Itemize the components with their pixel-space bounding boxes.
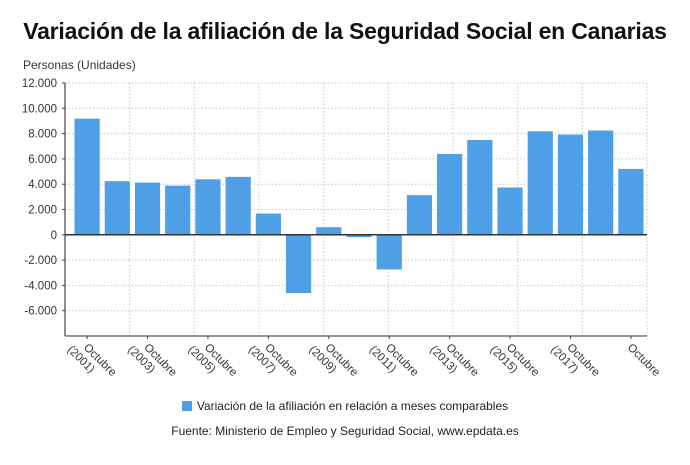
legend: Variación de la afiliación en relación a…	[0, 399, 690, 413]
bar	[74, 118, 100, 235]
bar	[346, 234, 372, 238]
y-tick-label: 2.000	[28, 205, 57, 217]
legend-swatch	[181, 401, 192, 411]
bar	[104, 181, 130, 235]
x-tick-label: Octubre(2015)	[488, 335, 542, 389]
y-axis-label: Personas (Unidades)	[23, 58, 136, 72]
bar	[588, 130, 614, 235]
y-tick-label: 8.000	[28, 129, 57, 141]
bar	[255, 213, 281, 235]
bar	[437, 153, 463, 235]
chart-title: Variación de la afiliación de la Segurid…	[23, 18, 667, 44]
bar	[527, 131, 553, 235]
y-tick-label: -6.000	[24, 306, 57, 318]
bar	[557, 134, 584, 235]
bar	[376, 234, 402, 270]
bar	[165, 185, 191, 235]
x-tick-label: Octubre(2003)	[125, 335, 179, 389]
bar	[316, 227, 342, 235]
y-tick-label: 4.000	[28, 179, 57, 191]
x-tick-label: Octubre(2009)	[306, 335, 360, 389]
y-tick-label: -4.000	[24, 280, 57, 292]
y-tick-label: 10.000	[22, 103, 57, 115]
bar	[406, 195, 433, 235]
y-tick-label: 0	[51, 230, 57, 242]
x-tick-label: Octubre(2013)	[427, 335, 481, 389]
y-tick-label: 12.000	[22, 78, 57, 90]
bar	[134, 182, 161, 235]
x-tick-label: Octubre(2007)	[246, 335, 300, 389]
bar	[225, 176, 251, 235]
x-tick-label: Octubre(2005)	[186, 335, 240, 389]
y-tick-label: -2.000	[24, 255, 57, 267]
source-note: Fuente: Ministerio de Empleo y Seguridad…	[171, 424, 519, 438]
bar	[285, 234, 312, 293]
x-tick-label: Octubre	[625, 342, 662, 379]
bar	[195, 179, 221, 235]
x-tick-label: Octubre(2011)	[367, 335, 421, 389]
legend-label: Variación de la afiliación en relación a…	[196, 399, 509, 413]
x-tick-label: Octubre(2017)	[548, 335, 602, 389]
bar	[497, 187, 523, 235]
bar	[618, 168, 644, 235]
y-tick-label: 6.000	[28, 154, 57, 166]
x-tick-label: Octubre(2001)	[65, 335, 119, 389]
bar	[467, 139, 493, 235]
